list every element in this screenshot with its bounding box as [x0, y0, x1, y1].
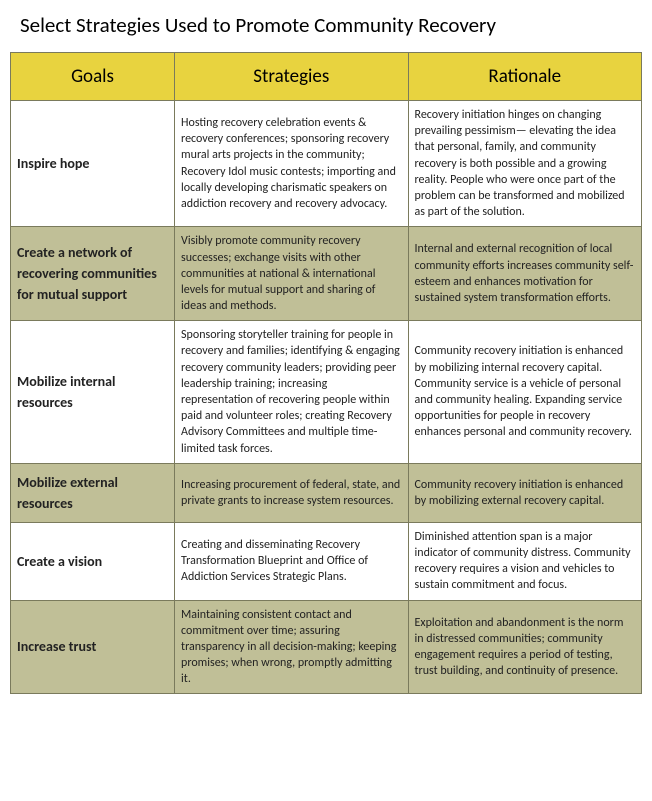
- cell-rationale: Recovery initiation hinges on changing p…: [408, 101, 641, 227]
- table-header-row: Goals Strategies Rationale: [11, 53, 642, 101]
- cell-goal: Increase trust: [11, 600, 175, 694]
- cell-strategy: Hosting recovery celebration events & re…: [175, 101, 408, 227]
- cell-goal: Create a vision: [11, 522, 175, 600]
- cell-goal: Mobilize internal resources: [11, 321, 175, 464]
- cell-rationale: Diminished attention span is a major ind…: [408, 522, 641, 600]
- table-row: Increase trust Maintaining consistent co…: [11, 600, 642, 694]
- cell-rationale: Internal and external recognition of loc…: [408, 227, 641, 321]
- header-goals: Goals: [11, 53, 175, 101]
- cell-rationale: Exploitation and abandonment is the norm…: [408, 600, 641, 694]
- table-row: Inspire hope Hosting recovery celebratio…: [11, 101, 642, 227]
- table-row: Create a vision Creating and disseminati…: [11, 522, 642, 600]
- cell-strategy: Visibly promote community recovery succe…: [175, 227, 408, 321]
- cell-strategy: Increasing procurement of federal, state…: [175, 463, 408, 522]
- cell-strategy: Sponsoring storyteller training for peop…: [175, 321, 408, 464]
- table-row: Mobilize internal resources Sponsoring s…: [11, 321, 642, 464]
- table-row: Mobilize external resources Increasing p…: [11, 463, 642, 522]
- table-row: Create a network of recovering communiti…: [11, 227, 642, 321]
- page-title: Select Strategies Used to Promote Commun…: [20, 12, 642, 38]
- cell-goal: Mobilize external resources: [11, 463, 175, 522]
- cell-rationale: Community recovery initiation is enhance…: [408, 463, 641, 522]
- header-strategies: Strategies: [175, 53, 408, 101]
- cell-strategy: Maintaining consistent contact and commi…: [175, 600, 408, 694]
- strategies-table: Goals Strategies Rationale Inspire hope …: [10, 52, 642, 694]
- header-rationale: Rationale: [408, 53, 641, 101]
- cell-rationale: Community recovery initiation is enhance…: [408, 321, 641, 464]
- cell-goal: Create a network of recovering communiti…: [11, 227, 175, 321]
- cell-strategy: Creating and disseminating Recovery Tran…: [175, 522, 408, 600]
- cell-goal: Inspire hope: [11, 101, 175, 227]
